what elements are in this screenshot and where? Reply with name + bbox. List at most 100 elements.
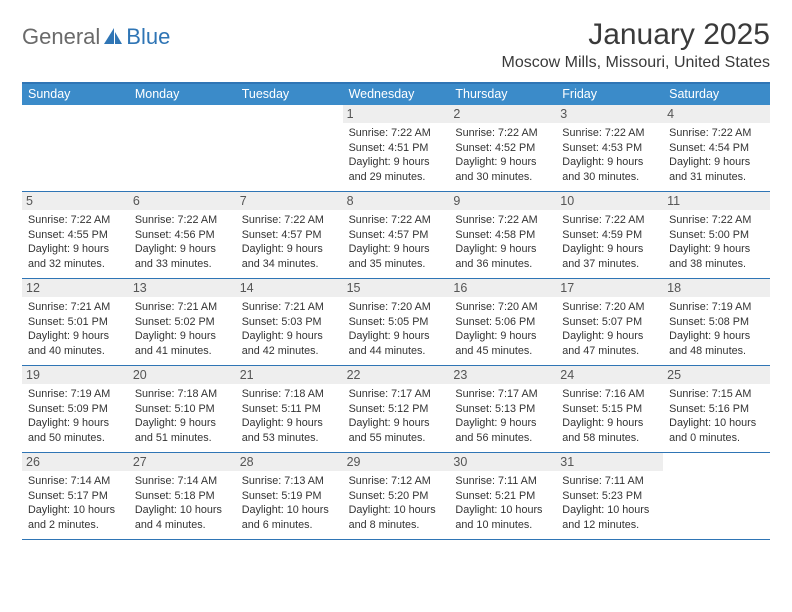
sunset-text: Sunset: 4:54 PM (669, 141, 764, 156)
daylight-text: Daylight: 9 hours and 42 minutes. (242, 329, 337, 358)
sunrise-text: Sunrise: 7:18 AM (242, 387, 337, 402)
sunrise-text: Sunrise: 7:22 AM (135, 213, 230, 228)
daylight-text: Daylight: 9 hours and 40 minutes. (28, 329, 123, 358)
sunset-text: Sunset: 4:55 PM (28, 228, 123, 243)
calendar-cell: 15Sunrise: 7:20 AMSunset: 5:05 PMDayligh… (343, 279, 450, 365)
day-header-cell: Friday (556, 84, 663, 105)
day-header-cell: Monday (129, 84, 236, 105)
day-number: 5 (22, 192, 129, 210)
sunset-text: Sunset: 5:11 PM (242, 402, 337, 417)
sunrise-text: Sunrise: 7:14 AM (135, 474, 230, 489)
day-number: 6 (129, 192, 236, 210)
daylight-text: Daylight: 9 hours and 45 minutes. (455, 329, 550, 358)
sunset-text: Sunset: 4:57 PM (242, 228, 337, 243)
sunset-text: Sunset: 5:03 PM (242, 315, 337, 330)
daylight-text: Daylight: 10 hours and 6 minutes. (242, 503, 337, 532)
calendar-cell: 19Sunrise: 7:19 AMSunset: 5:09 PMDayligh… (22, 366, 129, 452)
day-number: 31 (556, 453, 663, 471)
sunset-text: Sunset: 5:09 PM (28, 402, 123, 417)
calendar-cell: 7Sunrise: 7:22 AMSunset: 4:57 PMDaylight… (236, 192, 343, 278)
weeks-container: 1Sunrise: 7:22 AMSunset: 4:51 PMDaylight… (22, 105, 770, 540)
daylight-text: Daylight: 10 hours and 2 minutes. (28, 503, 123, 532)
brand-text-1: General (22, 24, 100, 50)
day-header-cell: Tuesday (236, 84, 343, 105)
day-number: 29 (343, 453, 450, 471)
calendar-cell: 14Sunrise: 7:21 AMSunset: 5:03 PMDayligh… (236, 279, 343, 365)
sunset-text: Sunset: 5:16 PM (669, 402, 764, 417)
sunset-text: Sunset: 5:06 PM (455, 315, 550, 330)
sunrise-text: Sunrise: 7:22 AM (28, 213, 123, 228)
daylight-text: Daylight: 9 hours and 58 minutes. (562, 416, 657, 445)
sunset-text: Sunset: 5:05 PM (349, 315, 444, 330)
day-number: 28 (236, 453, 343, 471)
calendar-cell: 5 Sunrise: 7:22 AMSunset: 4:55 PMDaylight… (22, 192, 129, 278)
calendar-cell: 26Sunrise: 7:14 AMSunset: 5:17 PMDayligh… (22, 453, 129, 539)
day-number: 8 (343, 192, 450, 210)
page-subtitle: Moscow Mills, Missouri, United States (501, 54, 770, 72)
sunrise-text: Sunrise: 7:21 AM (242, 300, 337, 315)
daylight-text: Daylight: 9 hours and 31 minutes. (669, 155, 764, 184)
sunrise-text: Sunrise: 7:22 AM (455, 213, 550, 228)
sunset-text: Sunset: 4:58 PM (455, 228, 550, 243)
sunrise-text: Sunrise: 7:17 AM (349, 387, 444, 402)
sunrise-text: Sunrise: 7:21 AM (135, 300, 230, 315)
day-number: 12 (22, 279, 129, 297)
daylight-text: Daylight: 9 hours and 51 minutes. (135, 416, 230, 445)
sunrise-text: Sunrise: 7:22 AM (669, 213, 764, 228)
brand-logo: General Blue (22, 18, 170, 50)
daylight-text: Daylight: 9 hours and 32 minutes. (28, 242, 123, 271)
day-header-cell: Saturday (663, 84, 770, 105)
calendar-cell: 10Sunrise: 7:22 AMSunset: 4:59 PMDayligh… (556, 192, 663, 278)
sunset-text: Sunset: 5:13 PM (455, 402, 550, 417)
calendar-cell: 20Sunrise: 7:18 AMSunset: 5:10 PMDayligh… (129, 366, 236, 452)
day-number: 3 (556, 105, 663, 123)
daylight-text: Daylight: 9 hours and 36 minutes. (455, 242, 550, 271)
calendar-cell: 27Sunrise: 7:14 AMSunset: 5:18 PMDayligh… (129, 453, 236, 539)
daylight-text: Daylight: 10 hours and 8 minutes. (349, 503, 444, 532)
day-number: 21 (236, 366, 343, 384)
calendar-cell: 13Sunrise: 7:21 AMSunset: 5:02 PMDayligh… (129, 279, 236, 365)
sunrise-text: Sunrise: 7:22 AM (349, 126, 444, 141)
sunrise-text: Sunrise: 7:22 AM (349, 213, 444, 228)
sunset-text: Sunset: 5:18 PM (135, 489, 230, 504)
sunset-text: Sunset: 5:17 PM (28, 489, 123, 504)
week-row: 26Sunrise: 7:14 AMSunset: 5:17 PMDayligh… (22, 453, 770, 540)
calendar-cell (22, 105, 129, 191)
calendar-cell: 12Sunrise: 7:21 AMSunset: 5:01 PMDayligh… (22, 279, 129, 365)
day-number: 16 (449, 279, 556, 297)
daylight-text: Daylight: 9 hours and 29 minutes. (349, 155, 444, 184)
sunrise-text: Sunrise: 7:21 AM (28, 300, 123, 315)
daylight-text: Daylight: 9 hours and 33 minutes. (135, 242, 230, 271)
day-header-row: SundayMondayTuesdayWednesdayThursdayFrid… (22, 84, 770, 105)
day-number: 20 (129, 366, 236, 384)
calendar-cell: 18Sunrise: 7:19 AMSunset: 5:08 PMDayligh… (663, 279, 770, 365)
sunset-text: Sunset: 4:53 PM (562, 141, 657, 156)
daylight-text: Daylight: 9 hours and 38 minutes. (669, 242, 764, 271)
day-number (663, 453, 770, 457)
brand-text-2: Blue (126, 24, 170, 50)
sunrise-text: Sunrise: 7:20 AM (455, 300, 550, 315)
sunrise-text: Sunrise: 7:22 AM (455, 126, 550, 141)
sunset-text: Sunset: 4:59 PM (562, 228, 657, 243)
sunrise-text: Sunrise: 7:20 AM (562, 300, 657, 315)
calendar-cell: 8Sunrise: 7:22 AMSunset: 4:57 PMDaylight… (343, 192, 450, 278)
sunset-text: Sunset: 5:00 PM (669, 228, 764, 243)
calendar-cell: 11Sunrise: 7:22 AMSunset: 5:00 PMDayligh… (663, 192, 770, 278)
week-row: 1Sunrise: 7:22 AMSunset: 4:51 PMDaylight… (22, 105, 770, 192)
day-number (22, 105, 129, 109)
sail-icon (102, 26, 124, 48)
day-number: 9 (449, 192, 556, 210)
daylight-text: Daylight: 10 hours and 4 minutes. (135, 503, 230, 532)
daylight-text: Daylight: 9 hours and 30 minutes. (455, 155, 550, 184)
sunrise-text: Sunrise: 7:12 AM (349, 474, 444, 489)
sunset-text: Sunset: 5:08 PM (669, 315, 764, 330)
sunset-text: Sunset: 5:02 PM (135, 315, 230, 330)
sunrise-text: Sunrise: 7:16 AM (562, 387, 657, 402)
day-number (129, 105, 236, 109)
sunrise-text: Sunrise: 7:22 AM (669, 126, 764, 141)
calendar-cell: 25Sunrise: 7:15 AMSunset: 5:16 PMDayligh… (663, 366, 770, 452)
calendar-cell: 30Sunrise: 7:11 AMSunset: 5:21 PMDayligh… (449, 453, 556, 539)
title-block: January 2025 Moscow Mills, Missouri, Uni… (501, 18, 770, 72)
daylight-text: Daylight: 9 hours and 47 minutes. (562, 329, 657, 358)
page-title: January 2025 (501, 18, 770, 52)
